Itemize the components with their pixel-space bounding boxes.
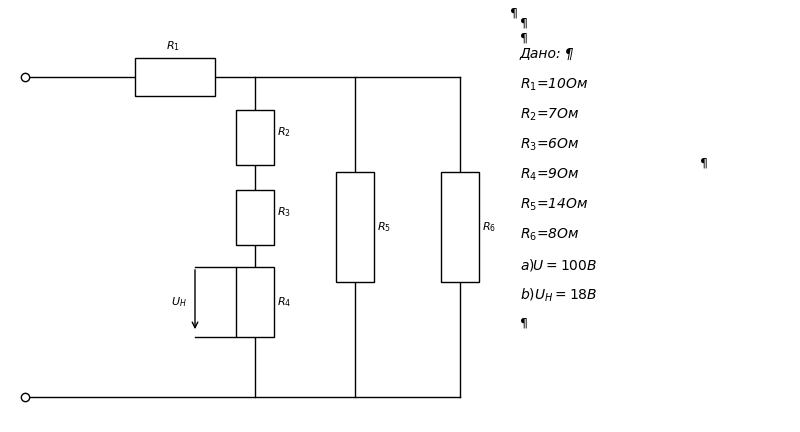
Bar [236, 190, 274, 245]
Bar [336, 172, 374, 282]
Text: ¶: ¶ [520, 17, 528, 30]
Text: $U_H$: $U_H$ [171, 295, 187, 309]
Bar [441, 172, 479, 282]
Text: $R_6$: $R_6$ [482, 220, 496, 234]
Text: $a)U =100В$: $a)U =100В$ [520, 257, 598, 273]
Text: $R_1$: $R_1$ [166, 39, 180, 53]
Text: $R_4$: $R_4$ [277, 295, 291, 309]
Text: $R_5$=14Ом: $R_5$=14Ом [520, 197, 588, 213]
Bar [236, 109, 274, 165]
Text: ¶: ¶ [520, 32, 528, 45]
Bar [135, 58, 215, 96]
Text: ¶: ¶ [700, 157, 708, 170]
Text: ¶: ¶ [520, 317, 528, 330]
Bar [236, 267, 274, 337]
Text: $R_3$: $R_3$ [277, 205, 291, 219]
Text: $R_2$: $R_2$ [277, 125, 291, 139]
Text: $R_5$: $R_5$ [377, 220, 391, 234]
Text: Дано: ¶: Дано: ¶ [520, 47, 575, 61]
Text: $R_3$=6Ом: $R_3$=6Ом [520, 137, 579, 153]
Text: $b)U_{H} =18В$: $b)U_{H} =18В$ [520, 287, 598, 305]
Text: $R_1$=10Ом: $R_1$=10Ом [520, 77, 588, 93]
Text: $R_4$=9Ом: $R_4$=9Ом [520, 167, 579, 184]
Text: $R_6$=8Ом: $R_6$=8Ом [520, 227, 579, 243]
Text: $R_2$=7Ом: $R_2$=7Ом [520, 107, 579, 124]
Text: ¶: ¶ [510, 7, 518, 20]
